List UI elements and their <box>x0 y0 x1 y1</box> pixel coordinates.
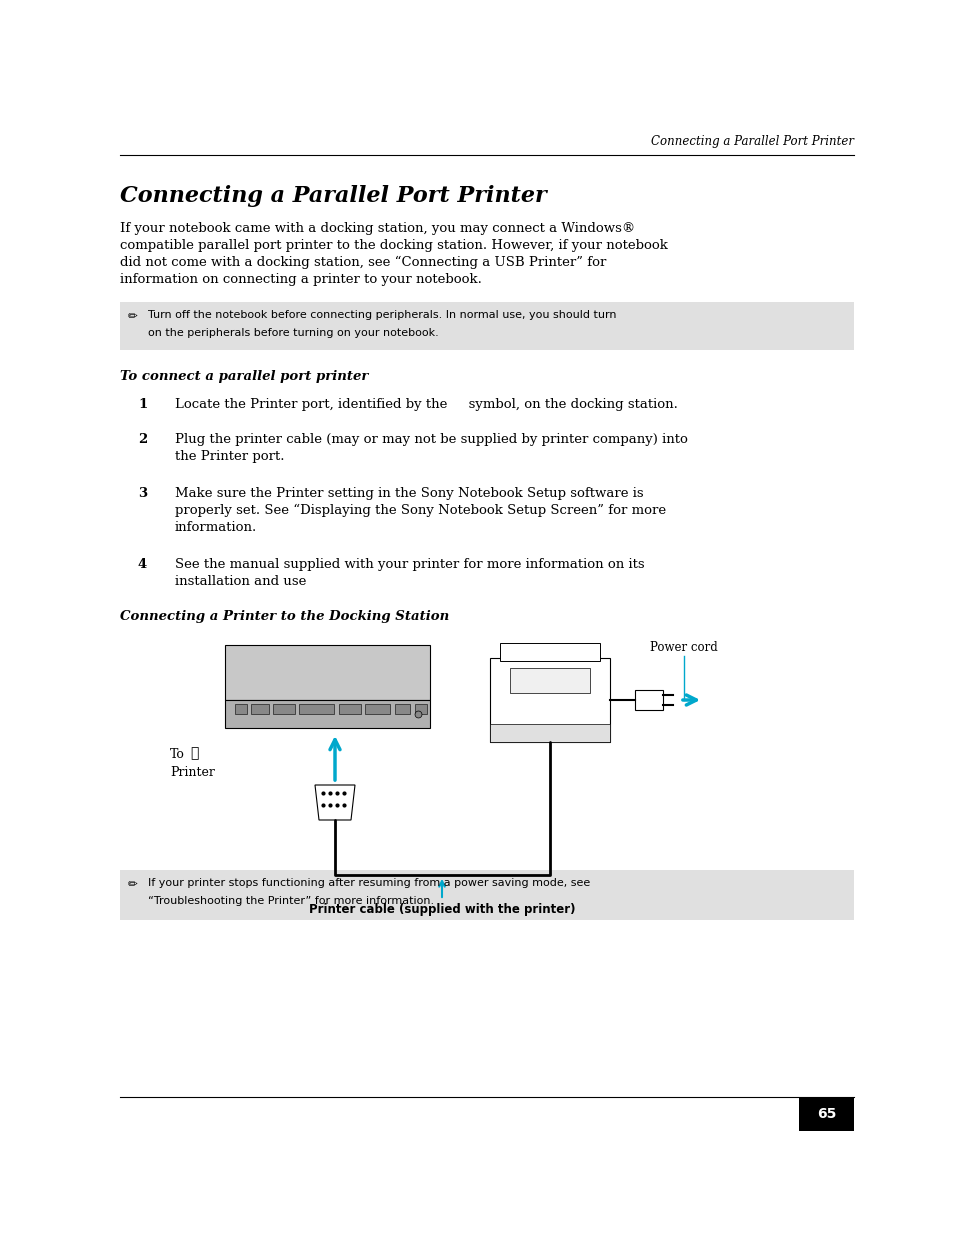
Polygon shape <box>314 785 355 820</box>
Text: information on connecting a printer to your notebook.: information on connecting a printer to y… <box>120 273 481 287</box>
Text: information.: information. <box>174 521 257 534</box>
Bar <box>338 704 360 714</box>
Bar <box>225 645 430 700</box>
Bar <box>365 704 390 714</box>
Bar <box>490 724 609 742</box>
Text: Connecting a Parallel Port Printer: Connecting a Parallel Port Printer <box>650 135 853 148</box>
Text: To connect a parallel port printer: To connect a parallel port printer <box>120 370 368 383</box>
Bar <box>415 704 427 714</box>
Text: properly set. See “Displaying the Sony Notebook Setup Screen” for more: properly set. See “Displaying the Sony N… <box>174 504 665 517</box>
Bar <box>635 690 662 710</box>
Bar <box>234 704 247 714</box>
Text: 🖨: 🖨 <box>190 746 198 760</box>
Text: 2: 2 <box>138 433 147 446</box>
Bar <box>799 1097 853 1131</box>
Text: Turn off the notebook before connecting peripherals. In normal use, you should t: Turn off the notebook before connecting … <box>148 310 616 320</box>
Text: If your notebook came with a docking station, you may connect a Windows®: If your notebook came with a docking sta… <box>120 222 635 235</box>
Text: Connecting a Parallel Port Printer: Connecting a Parallel Port Printer <box>120 185 546 207</box>
Bar <box>499 643 599 661</box>
Text: Printer cable (supplied with the printer): Printer cable (supplied with the printer… <box>309 903 575 916</box>
Bar <box>225 700 430 727</box>
Text: installation and use: installation and use <box>174 576 306 588</box>
Bar <box>273 704 294 714</box>
Text: Connecting a Printer to the Docking Station: Connecting a Printer to the Docking Stat… <box>120 610 449 622</box>
Bar <box>298 704 334 714</box>
Bar <box>510 668 589 693</box>
Bar <box>120 303 853 350</box>
Bar <box>120 869 853 920</box>
Text: Make sure the Printer setting in the Sony Notebook Setup software is: Make sure the Printer setting in the Son… <box>174 487 643 500</box>
Text: 3: 3 <box>138 487 147 500</box>
Text: Printer: Printer <box>170 766 214 779</box>
Text: did not come with a docking station, see “Connecting a USB Printer” for: did not come with a docking station, see… <box>120 256 606 269</box>
Text: If your printer stops functioning after resuming from a power saving mode, see: If your printer stops functioning after … <box>148 878 590 888</box>
Text: on the peripherals before turning on your notebook.: on the peripherals before turning on you… <box>148 329 438 338</box>
Text: 1: 1 <box>138 398 147 411</box>
Bar <box>251 704 269 714</box>
Bar <box>490 658 609 742</box>
Text: compatible parallel port printer to the docking station. However, if your notebo: compatible parallel port printer to the … <box>120 240 667 252</box>
Text: Power cord: Power cord <box>649 641 717 655</box>
Text: 4: 4 <box>138 558 147 571</box>
Text: Plug the printer cable (may or may not be supplied by printer company) into: Plug the printer cable (may or may not b… <box>174 433 687 446</box>
Text: ✏: ✏ <box>128 310 138 324</box>
Text: Locate the Printer port, identified by the     symbol, on the docking station.: Locate the Printer port, identified by t… <box>174 398 678 411</box>
Text: the Printer port.: the Printer port. <box>174 450 284 463</box>
Text: To: To <box>170 748 185 761</box>
Text: See the manual supplied with your printer for more information on its: See the manual supplied with your printe… <box>174 558 644 571</box>
Text: 65: 65 <box>817 1107 836 1121</box>
Text: ✏: ✏ <box>128 878 138 890</box>
Text: “Troubleshooting the Printer” for more information.: “Troubleshooting the Printer” for more i… <box>148 897 434 906</box>
Bar <box>395 704 410 714</box>
